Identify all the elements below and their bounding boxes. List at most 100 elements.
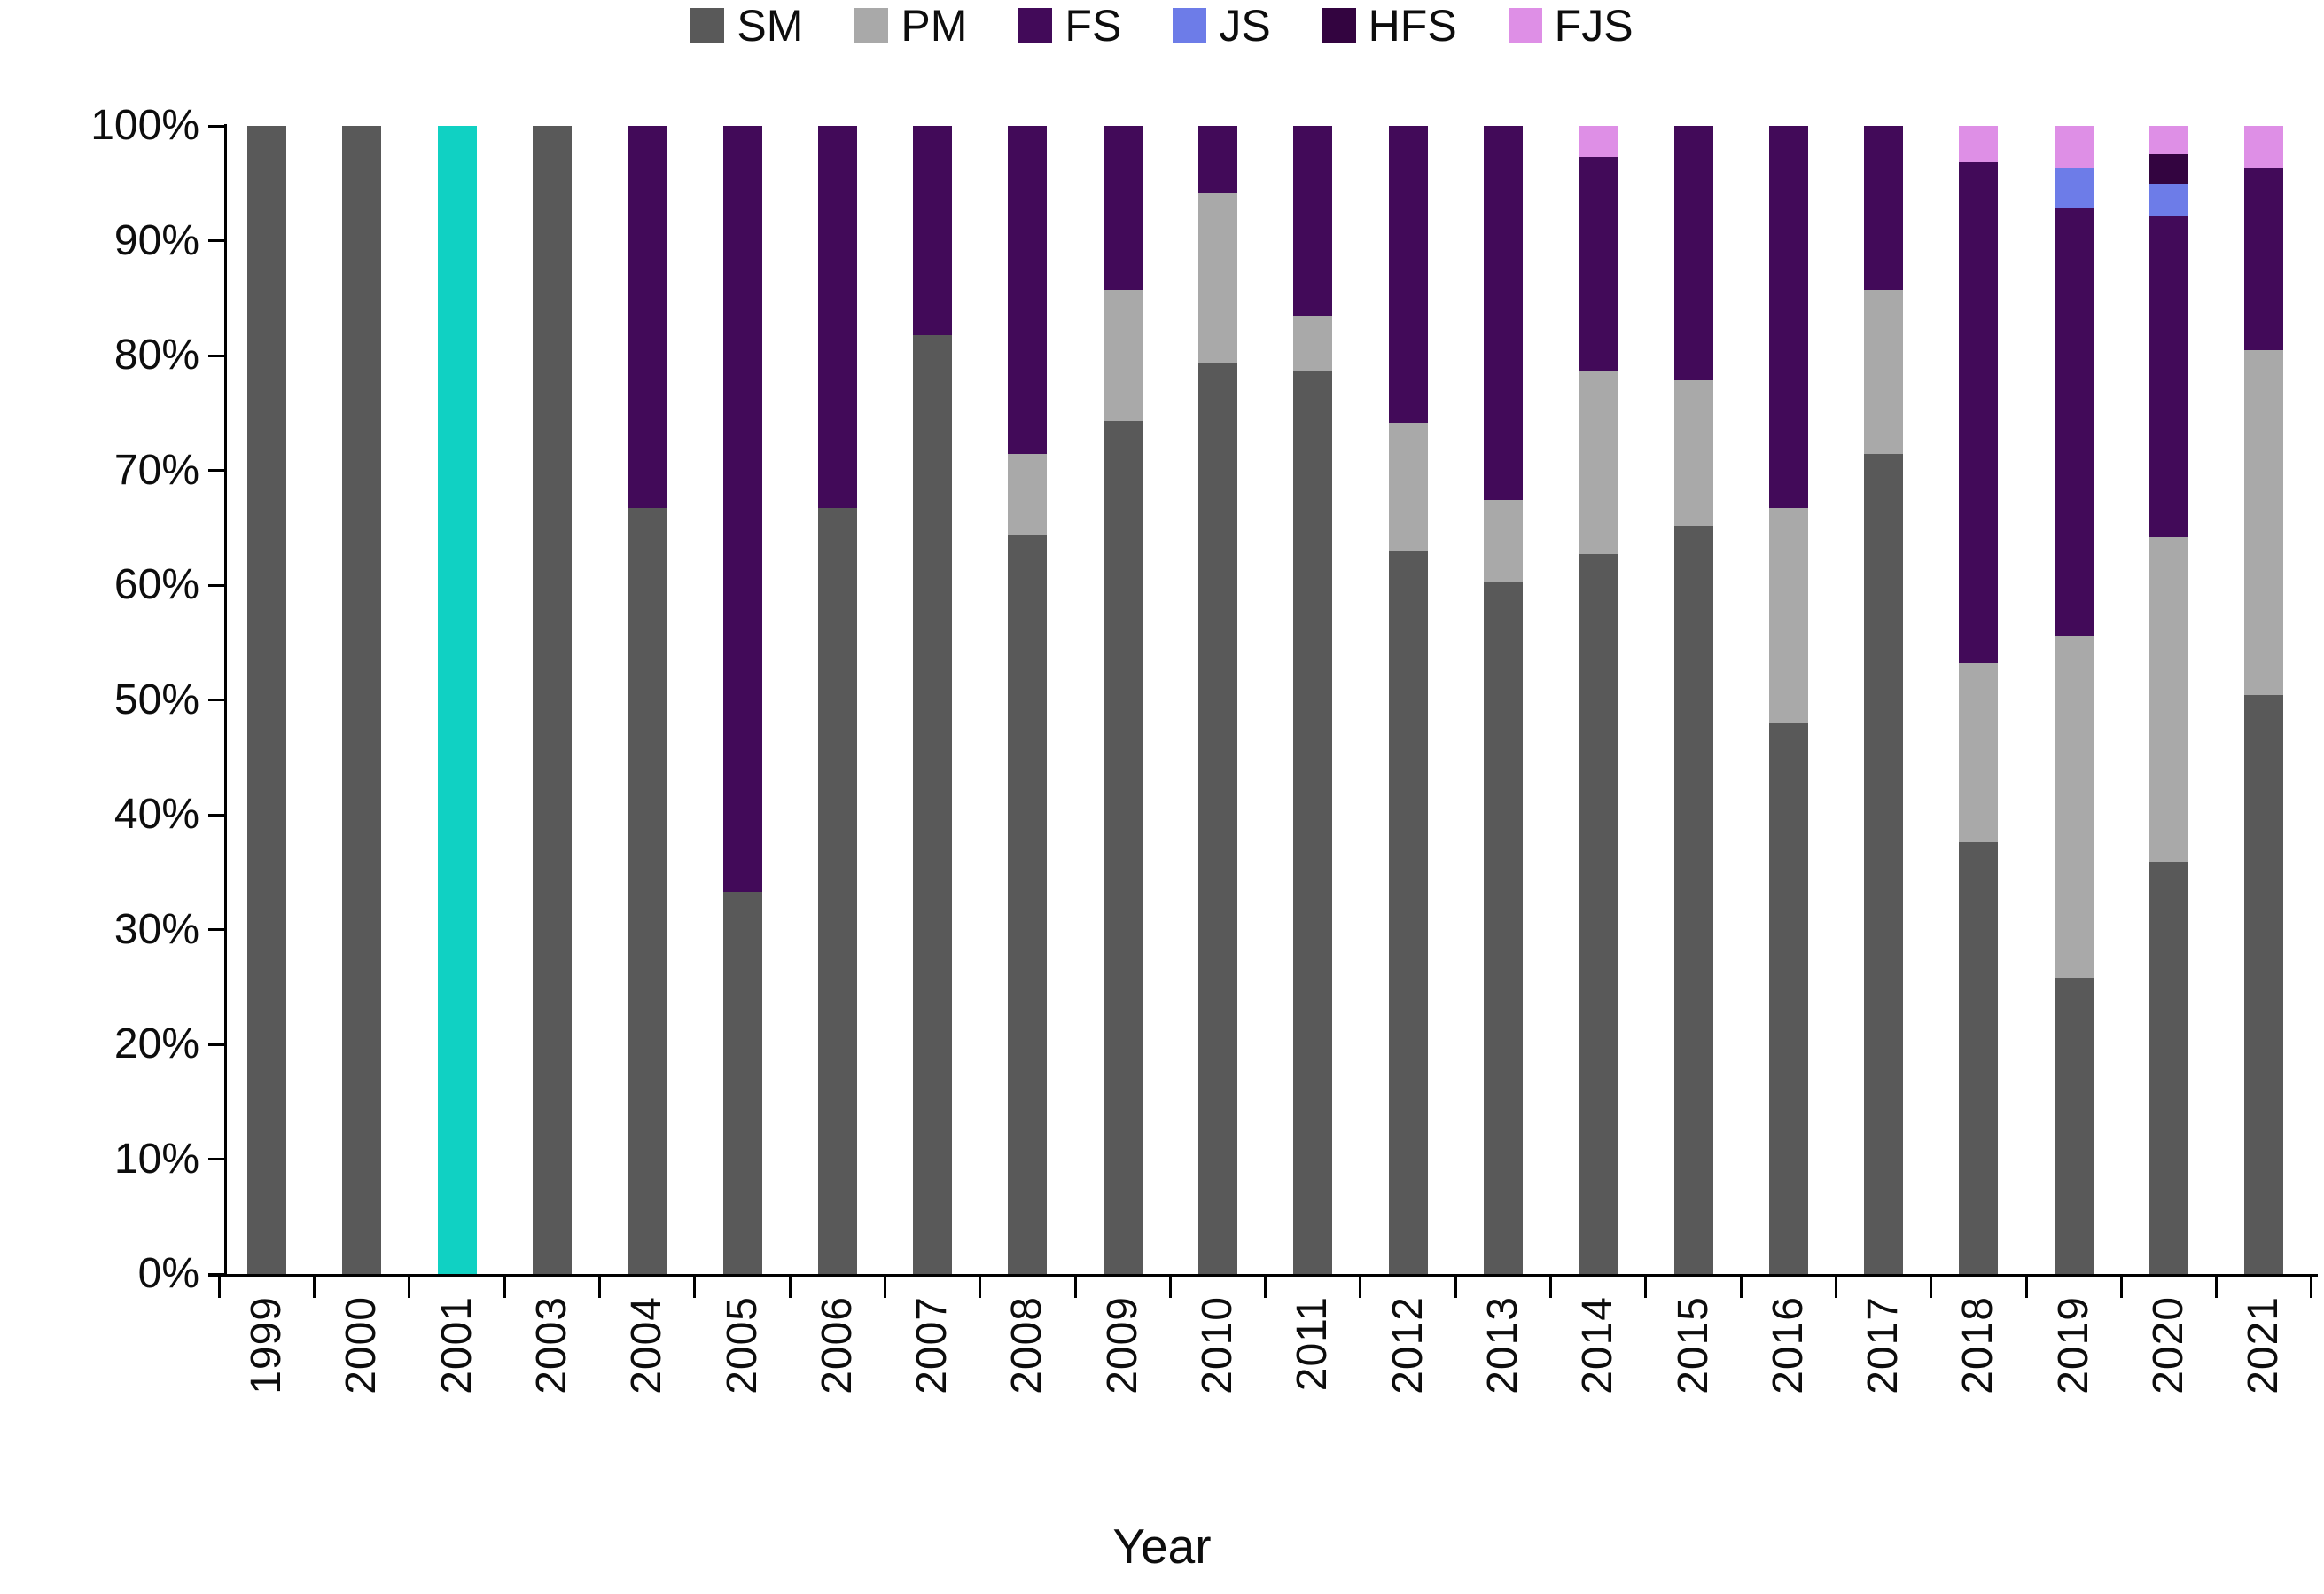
bar-2010-segment-sm [1198, 362, 1237, 1274]
x-tick [2024, 1277, 2028, 1298]
bar-2006-segment-fs [817, 126, 857, 509]
y-tick-label: 70% [113, 446, 199, 494]
y-tick-label: 100% [90, 102, 199, 149]
bar-2014-segment-fjs [1579, 126, 1618, 157]
y-tick-label: 80% [113, 332, 199, 379]
x-tick [1549, 1277, 1553, 1298]
x-tick-label: 2020 [2145, 1296, 2192, 1395]
bar-2000-segment-sm [342, 126, 382, 1274]
x-tick-label: 2014 [1574, 1296, 1622, 1395]
x-tick-label: 2001 [433, 1296, 480, 1395]
y-tick [208, 1272, 225, 1276]
y-tick-label: 40% [113, 791, 199, 838]
y-tick-label: 30% [113, 905, 199, 953]
y-tick [208, 1043, 225, 1046]
bar-2017-segment-fs [1864, 126, 1904, 291]
x-tick-label: 2012 [1384, 1296, 1431, 1395]
bar-2020-segment-sm [2149, 862, 2188, 1274]
bar-2021-segment-sm [2244, 695, 2284, 1274]
legend-swatch-fs [1018, 8, 1053, 43]
bar-2018-segment-sm [1959, 842, 1999, 1274]
x-tick [693, 1277, 697, 1298]
bar-2016-segment-pm [1768, 508, 1808, 723]
bar-2009-segment-pm [1103, 290, 1143, 421]
x-tick [1454, 1277, 1457, 1298]
y-axis-line [224, 124, 227, 1276]
legend-label: FS [1065, 1, 1122, 51]
y-tick [208, 699, 225, 701]
bar-2009-segment-sm [1103, 420, 1143, 1274]
bar-2007-segment-sm [913, 334, 953, 1274]
bar-2008-segment-sm [1008, 535, 1048, 1274]
bar-2011-segment-fs [1293, 126, 1333, 316]
bar-2013-segment-sm [1483, 582, 1523, 1274]
bar-2012-segment-sm [1388, 551, 1428, 1274]
legend-item-js: JS [1173, 1, 1271, 51]
y-tick-label: 0% [137, 1250, 199, 1297]
bar-2011-segment-sm [1293, 371, 1333, 1274]
x-tick [598, 1277, 602, 1298]
y-tick [208, 583, 225, 587]
legend-swatch-fjs [1508, 8, 1542, 43]
legend-label: SM [737, 1, 804, 51]
y-tick-label: 50% [113, 676, 199, 723]
legend-swatch-js [1173, 8, 1207, 43]
bar-2017-segment-sm [1864, 454, 1904, 1274]
x-axis-line [208, 1274, 2318, 1277]
x-tick-label: 2017 [1860, 1296, 1907, 1395]
bar-2015-segment-fs [1673, 126, 1713, 381]
bar-2018-segment-pm [1959, 663, 1999, 843]
x-tick-label: 2013 [1478, 1296, 1526, 1395]
y-tick-label: 90% [113, 216, 199, 264]
legend-label: JS [1219, 1, 1271, 51]
bar-2005-segment-fs [722, 126, 762, 892]
x-tick [503, 1277, 506, 1298]
x-tick [1739, 1277, 1743, 1298]
x-tick-label: 2010 [1194, 1296, 1241, 1395]
x-tick [2215, 1277, 2219, 1298]
legend-item-fs: FS [1018, 4, 1121, 48]
x-tick-label: 2015 [1669, 1296, 1717, 1395]
bar-2021-segment-fs [2244, 168, 2284, 350]
x-tick-label: 2021 [2240, 1296, 2288, 1395]
x-tick [1168, 1277, 1172, 1298]
chart-legend: SM PM FS JS HFS FJS [0, 4, 2324, 48]
legend-swatch-pm [854, 8, 889, 43]
x-tick-label: 2016 [1764, 1296, 1812, 1395]
legend-label: FJS [1554, 1, 1634, 51]
bar-2020-segment-fjs [2149, 126, 2188, 155]
x-tick [1834, 1277, 1837, 1298]
bar-2016-segment-fs [1768, 126, 1808, 509]
x-tick [1930, 1277, 1933, 1298]
bar-2018-segment-fs [1959, 162, 1999, 664]
x-tick-label: 2000 [338, 1296, 386, 1395]
x-tick [1264, 1277, 1267, 1298]
bar-2018-segment-fjs [1959, 126, 1999, 163]
legend-item-sm: SM [690, 4, 803, 48]
bar-2019-segment-js [2054, 167, 2094, 209]
bar-2020-segment-fs [2149, 216, 2188, 537]
bar-2021-segment-fjs [2244, 126, 2284, 168]
y-tick-label: 10% [113, 1135, 199, 1183]
x-tick [883, 1277, 886, 1298]
bar-2020-segment-hfs [2149, 154, 2188, 185]
bar-2016-segment-sm [1768, 723, 1808, 1274]
bar-2001-segment-unlabeled [437, 126, 477, 1274]
bar-2017-segment-pm [1864, 290, 1904, 455]
bar-2009-segment-fs [1103, 126, 1143, 291]
x-tick-label: 2007 [909, 1296, 956, 1395]
x-tick [788, 1277, 792, 1298]
bar-2013-segment-fs [1483, 126, 1523, 501]
bar-2019-segment-sm [2054, 977, 2094, 1274]
x-tick [408, 1277, 411, 1298]
x-tick [2119, 1277, 2123, 1298]
y-tick [208, 239, 225, 242]
y-tick-label: 60% [113, 561, 199, 608]
bar-2010-segment-fs [1198, 126, 1237, 194]
x-tick-label: 1999 [243, 1296, 290, 1395]
y-tick [208, 124, 225, 128]
bar-2019-segment-pm [2054, 635, 2094, 978]
legend-label: HFS [1368, 1, 1457, 51]
x-tick [1644, 1277, 1648, 1298]
